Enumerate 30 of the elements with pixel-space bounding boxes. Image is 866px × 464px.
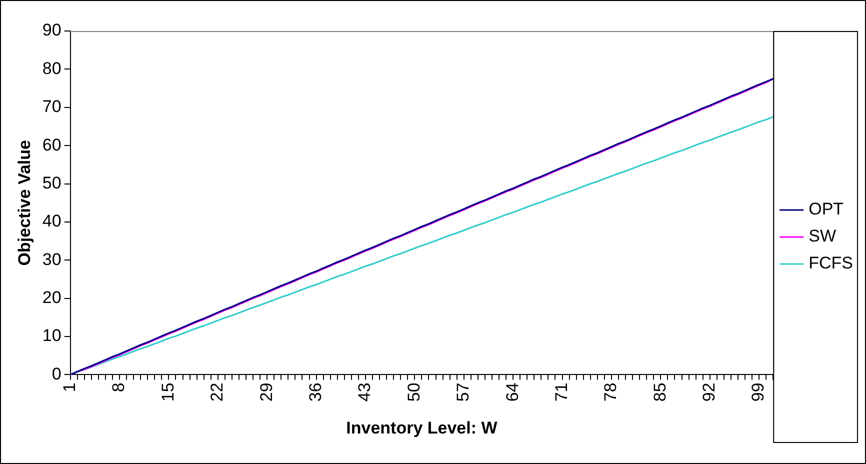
y-tick-label: 70 [42, 97, 62, 116]
x-tick-label: 43 [355, 382, 374, 402]
x-tick-label: 50 [404, 382, 424, 402]
y-tick-label: 50 [42, 173, 62, 192]
x-tick-label: 64 [502, 382, 522, 402]
y-tick-label: 20 [42, 288, 62, 308]
x-tick-label: 22 [208, 382, 227, 402]
legend-label: SW [808, 226, 836, 246]
x-tick-label: 85 [650, 382, 670, 402]
x-tick-label: 99 [748, 382, 768, 402]
x-tick-label: 8 [109, 382, 128, 392]
legend-label: FCFS [808, 254, 854, 273]
y-tick-label: 10 [42, 326, 62, 346]
y-tick-label: 40 [42, 212, 62, 231]
x-tick-label: 29 [256, 382, 276, 402]
y-tick-label: 0 [52, 364, 62, 384]
legend-label: OPT [808, 200, 844, 219]
x-tick-label: 36 [306, 382, 325, 402]
x-tick-label: 92 [700, 382, 719, 402]
y-tick-label: 80 [42, 58, 62, 78]
x-tick-label: 15 [158, 382, 178, 402]
x-tick-label: 1 [60, 382, 79, 392]
x-axis-title: Inventory Level: W [346, 418, 498, 438]
x-tick-label: 78 [601, 382, 620, 402]
y-tick-label: 90 [42, 20, 62, 40]
y-tick-label: 60 [42, 135, 62, 154]
x-tick-label: 57 [454, 382, 473, 402]
y-axis-title: Objective Value [14, 140, 34, 266]
x-tick-label: 71 [552, 382, 571, 402]
y-tick-label: 30 [42, 250, 62, 269]
